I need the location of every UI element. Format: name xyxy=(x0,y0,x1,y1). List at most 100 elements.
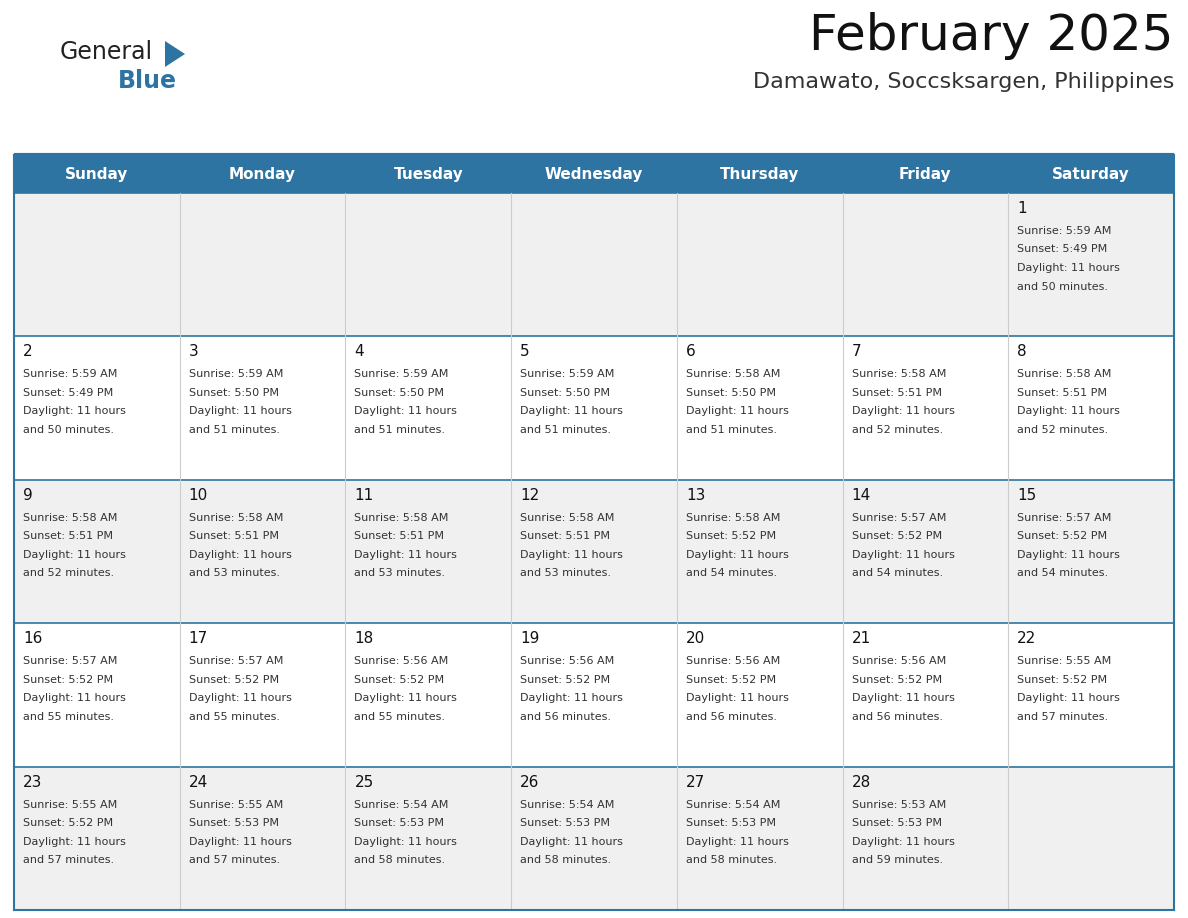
Text: Sunrise: 5:55 AM: Sunrise: 5:55 AM xyxy=(23,800,118,810)
Text: Daylight: 11 hours: Daylight: 11 hours xyxy=(1017,693,1120,703)
Text: 26: 26 xyxy=(520,775,539,789)
Text: 15: 15 xyxy=(1017,487,1037,503)
Text: Sunset: 5:52 PM: Sunset: 5:52 PM xyxy=(520,675,611,685)
Text: Daylight: 11 hours: Daylight: 11 hours xyxy=(520,550,623,560)
Text: February 2025: February 2025 xyxy=(809,12,1174,60)
Text: Daylight: 11 hours: Daylight: 11 hours xyxy=(852,407,954,417)
Text: Sunset: 5:53 PM: Sunset: 5:53 PM xyxy=(852,818,942,828)
Text: 28: 28 xyxy=(852,775,871,789)
Text: Blue: Blue xyxy=(118,69,177,93)
Bar xyxy=(14,155,179,193)
Text: and 58 minutes.: and 58 minutes. xyxy=(354,855,446,865)
Text: Daylight: 11 hours: Daylight: 11 hours xyxy=(189,407,291,417)
Text: Sunrise: 5:59 AM: Sunrise: 5:59 AM xyxy=(354,369,449,379)
Text: and 58 minutes.: and 58 minutes. xyxy=(520,855,612,865)
Text: and 51 minutes.: and 51 minutes. xyxy=(189,425,279,435)
Text: Daylight: 11 hours: Daylight: 11 hours xyxy=(23,407,126,417)
Text: Sunset: 5:52 PM: Sunset: 5:52 PM xyxy=(685,532,776,542)
Text: Daylight: 11 hours: Daylight: 11 hours xyxy=(1017,263,1120,273)
Text: Sunrise: 5:56 AM: Sunrise: 5:56 AM xyxy=(685,656,781,666)
Text: and 56 minutes.: and 56 minutes. xyxy=(852,711,942,722)
Text: Sunrise: 5:58 AM: Sunrise: 5:58 AM xyxy=(189,513,283,522)
Polygon shape xyxy=(165,41,185,67)
Text: and 56 minutes.: and 56 minutes. xyxy=(520,711,611,722)
Text: Sunrise: 5:54 AM: Sunrise: 5:54 AM xyxy=(354,800,449,810)
Text: and 57 minutes.: and 57 minutes. xyxy=(23,855,114,865)
Text: Thursday: Thursday xyxy=(720,166,800,182)
Text: 18: 18 xyxy=(354,632,374,646)
Text: and 50 minutes.: and 50 minutes. xyxy=(1017,282,1108,292)
Text: Sunrise: 5:59 AM: Sunrise: 5:59 AM xyxy=(189,369,283,379)
Text: Sunset: 5:49 PM: Sunset: 5:49 PM xyxy=(1017,244,1107,254)
Text: Sunrise: 5:58 AM: Sunrise: 5:58 AM xyxy=(23,513,118,522)
Text: and 55 minutes.: and 55 minutes. xyxy=(354,711,446,722)
Text: Daylight: 11 hours: Daylight: 11 hours xyxy=(189,550,291,560)
Text: Daylight: 11 hours: Daylight: 11 hours xyxy=(354,693,457,703)
Text: Sunrise: 5:59 AM: Sunrise: 5:59 AM xyxy=(23,369,118,379)
Bar xyxy=(14,767,1174,910)
Text: Sunset: 5:50 PM: Sunset: 5:50 PM xyxy=(354,388,444,397)
Text: Sunset: 5:52 PM: Sunset: 5:52 PM xyxy=(852,532,942,542)
Text: 24: 24 xyxy=(189,775,208,789)
Text: Sunrise: 5:54 AM: Sunrise: 5:54 AM xyxy=(685,800,781,810)
Text: and 53 minutes.: and 53 minutes. xyxy=(189,568,279,578)
Text: and 58 minutes.: and 58 minutes. xyxy=(685,855,777,865)
Text: Daylight: 11 hours: Daylight: 11 hours xyxy=(852,693,954,703)
Text: 5: 5 xyxy=(520,344,530,360)
Text: Sunrise: 5:56 AM: Sunrise: 5:56 AM xyxy=(354,656,449,666)
Text: 16: 16 xyxy=(23,632,43,646)
Text: Sunrise: 5:58 AM: Sunrise: 5:58 AM xyxy=(1017,369,1112,379)
Text: and 53 minutes.: and 53 minutes. xyxy=(354,568,446,578)
Text: 9: 9 xyxy=(23,487,33,503)
Text: Daylight: 11 hours: Daylight: 11 hours xyxy=(23,550,126,560)
Text: Daylight: 11 hours: Daylight: 11 hours xyxy=(354,407,457,417)
Bar xyxy=(14,623,1174,767)
Text: 12: 12 xyxy=(520,487,539,503)
Text: Wednesday: Wednesday xyxy=(545,166,643,182)
Text: Sunset: 5:51 PM: Sunset: 5:51 PM xyxy=(189,532,279,542)
Bar xyxy=(179,155,346,193)
Text: Daylight: 11 hours: Daylight: 11 hours xyxy=(520,407,623,417)
Text: Sunrise: 5:55 AM: Sunrise: 5:55 AM xyxy=(189,800,283,810)
Text: Sunrise: 5:57 AM: Sunrise: 5:57 AM xyxy=(23,656,118,666)
Text: and 51 minutes.: and 51 minutes. xyxy=(685,425,777,435)
Text: Sunset: 5:51 PM: Sunset: 5:51 PM xyxy=(23,532,113,542)
Text: Sunset: 5:53 PM: Sunset: 5:53 PM xyxy=(354,818,444,828)
Text: Saturday: Saturday xyxy=(1053,166,1130,182)
Text: Sunset: 5:50 PM: Sunset: 5:50 PM xyxy=(520,388,611,397)
Text: 25: 25 xyxy=(354,775,374,789)
Text: Sunset: 5:51 PM: Sunset: 5:51 PM xyxy=(520,532,611,542)
Text: Daylight: 11 hours: Daylight: 11 hours xyxy=(685,550,789,560)
Text: and 50 minutes.: and 50 minutes. xyxy=(23,425,114,435)
Text: and 52 minutes.: and 52 minutes. xyxy=(23,568,114,578)
Text: 14: 14 xyxy=(852,487,871,503)
Text: Sunset: 5:52 PM: Sunset: 5:52 PM xyxy=(852,675,942,685)
Text: Sunset: 5:52 PM: Sunset: 5:52 PM xyxy=(1017,675,1107,685)
Text: 22: 22 xyxy=(1017,632,1037,646)
Text: 17: 17 xyxy=(189,632,208,646)
Bar xyxy=(346,155,511,193)
Text: and 52 minutes.: and 52 minutes. xyxy=(852,425,943,435)
Text: Damawato, Soccsksargen, Philippines: Damawato, Soccsksargen, Philippines xyxy=(753,72,1174,92)
Text: Sunrise: 5:55 AM: Sunrise: 5:55 AM xyxy=(1017,656,1112,666)
Text: Daylight: 11 hours: Daylight: 11 hours xyxy=(685,836,789,846)
Text: Monday: Monday xyxy=(229,166,296,182)
Text: 7: 7 xyxy=(852,344,861,360)
Bar xyxy=(14,336,1174,480)
Text: Sunrise: 5:56 AM: Sunrise: 5:56 AM xyxy=(520,656,614,666)
Text: 13: 13 xyxy=(685,487,706,503)
Text: Sunset: 5:49 PM: Sunset: 5:49 PM xyxy=(23,388,113,397)
Text: 19: 19 xyxy=(520,632,539,646)
Text: Sunset: 5:51 PM: Sunset: 5:51 PM xyxy=(852,388,942,397)
Text: 1: 1 xyxy=(1017,201,1026,216)
Text: Sunrise: 5:59 AM: Sunrise: 5:59 AM xyxy=(1017,226,1112,236)
Text: Sunrise: 5:57 AM: Sunrise: 5:57 AM xyxy=(189,656,283,666)
Text: Sunset: 5:52 PM: Sunset: 5:52 PM xyxy=(354,675,444,685)
Text: Friday: Friday xyxy=(899,166,952,182)
Text: Sunset: 5:52 PM: Sunset: 5:52 PM xyxy=(23,818,113,828)
Text: Sunset: 5:52 PM: Sunset: 5:52 PM xyxy=(189,675,279,685)
Text: Daylight: 11 hours: Daylight: 11 hours xyxy=(189,836,291,846)
Text: Daylight: 11 hours: Daylight: 11 hours xyxy=(23,693,126,703)
Bar xyxy=(14,480,1174,623)
Text: Sunrise: 5:57 AM: Sunrise: 5:57 AM xyxy=(1017,513,1112,522)
